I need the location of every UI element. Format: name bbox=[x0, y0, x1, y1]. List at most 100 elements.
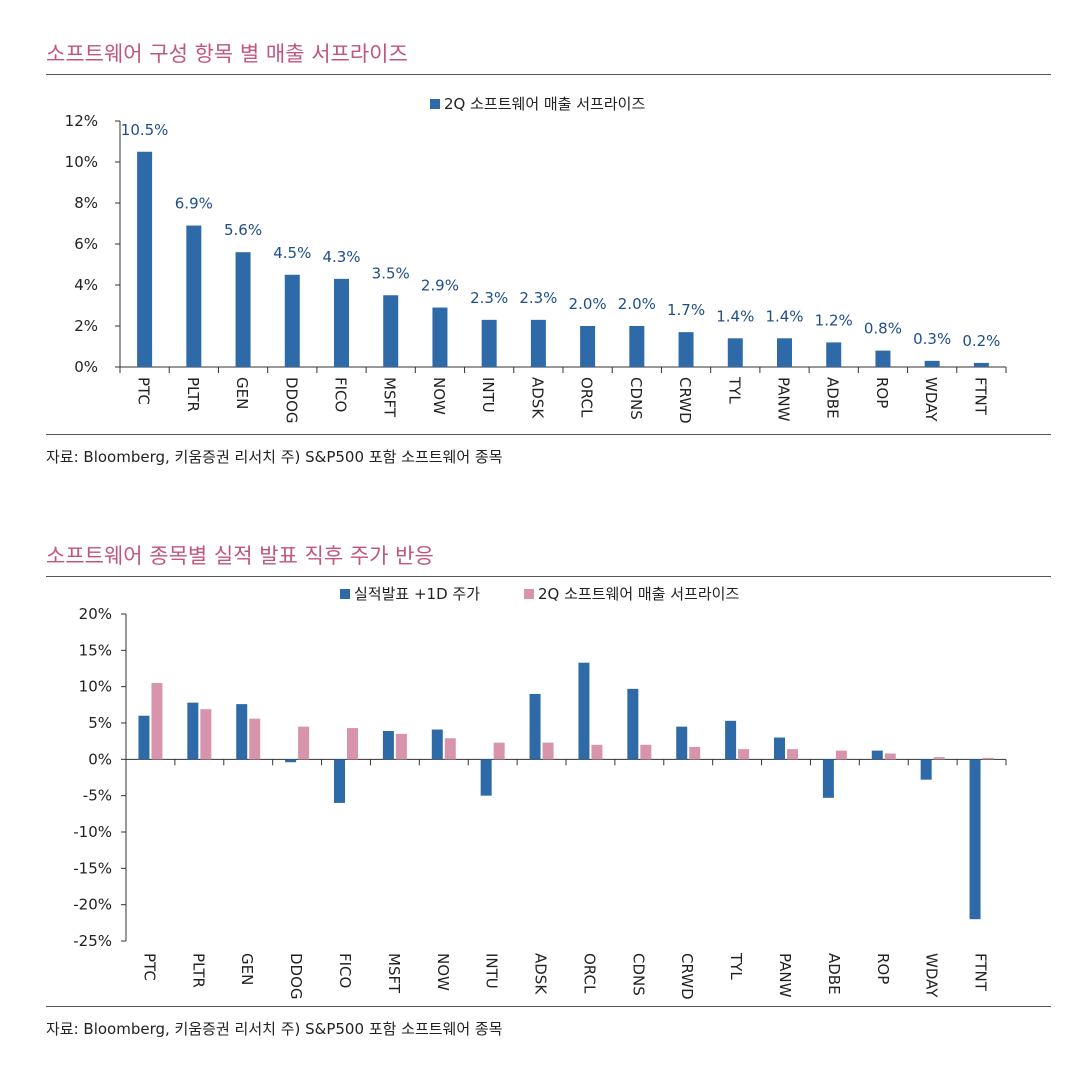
bar-panw-series1 bbox=[774, 737, 785, 760]
y-tick-label: -10% bbox=[73, 823, 112, 841]
bar-ddog bbox=[284, 274, 300, 367]
chart2-title: 소프트웨어 종목별 실적 발표 직후 주가 반응 bbox=[46, 544, 434, 568]
bar-ptc-series2 bbox=[151, 683, 163, 760]
category-label-rop: ROP bbox=[873, 377, 891, 408]
data-label-cdns: 2.0% bbox=[618, 295, 656, 313]
category-label-rop: ROP bbox=[874, 953, 892, 984]
bar-pltr-series2 bbox=[200, 709, 212, 760]
bar-ptc-series1 bbox=[138, 715, 150, 760]
y-tick-label: 5% bbox=[88, 714, 112, 732]
bar-cdns-series2 bbox=[640, 744, 652, 760]
bar-ptc bbox=[137, 151, 153, 367]
bar-fico bbox=[334, 278, 349, 367]
category-label-ptc: PTC bbox=[135, 377, 153, 405]
category-label-crwd: CRWD bbox=[678, 953, 696, 1000]
category-label-now: NOW bbox=[430, 377, 448, 415]
category-label-intu: INTU bbox=[483, 953, 501, 989]
y-tick-label: 20% bbox=[79, 605, 112, 623]
bar-adsk-series2 bbox=[542, 742, 554, 760]
bar-adsk-series1 bbox=[529, 693, 541, 760]
y-tick-label: 8% bbox=[74, 194, 98, 212]
data-label-orcl: 2.0% bbox=[569, 295, 607, 313]
category-label-adbe: ADBE bbox=[825, 953, 843, 995]
legend-label-series1: 실적발표 +1D 주가 bbox=[354, 585, 480, 603]
chart2-top-rule bbox=[46, 576, 1051, 577]
bar-now bbox=[432, 307, 448, 367]
category-label-wday: WDAY bbox=[923, 953, 941, 998]
data-label-adbe: 1.2% bbox=[815, 311, 853, 329]
category-label-gen: GEN bbox=[238, 953, 256, 985]
bar-ddog-series2 bbox=[298, 726, 310, 760]
bar-intu-series2 bbox=[493, 742, 505, 760]
category-label-msft: MSFT bbox=[381, 377, 399, 418]
y-tick-label: 10% bbox=[65, 153, 98, 171]
bar-pltr bbox=[186, 225, 202, 367]
data-label-panw: 1.4% bbox=[765, 307, 803, 325]
data-label-tyl: 1.4% bbox=[716, 307, 754, 325]
bar-gen bbox=[235, 252, 251, 367]
y-tick-label: 0% bbox=[88, 750, 112, 768]
data-label-intu: 2.3% bbox=[470, 289, 508, 307]
category-label-cdns: CDNS bbox=[629, 953, 647, 996]
bar-msft-series1 bbox=[382, 730, 394, 760]
y-tick-label: 12% bbox=[65, 112, 98, 130]
bar-orcl bbox=[580, 326, 596, 367]
bar-intu bbox=[481, 319, 497, 367]
bar-intu-series1 bbox=[480, 759, 492, 796]
chart1-bottom-rule bbox=[46, 434, 1051, 435]
y-tick-label: -15% bbox=[73, 859, 112, 877]
category-label-adsk: ADSK bbox=[532, 953, 550, 995]
bar-cdns-series1 bbox=[627, 688, 639, 760]
category-label-pltr: PLTR bbox=[189, 953, 207, 988]
bar-panw bbox=[777, 338, 792, 367]
category-label-orcl: ORCL bbox=[578, 377, 596, 418]
bar-pltr-series1 bbox=[187, 702, 199, 760]
bar-tyl bbox=[727, 338, 743, 367]
y-tick-label: 6% bbox=[74, 235, 98, 253]
category-label-msft: MSFT bbox=[385, 953, 403, 994]
data-label-ftnt: 0.2% bbox=[962, 332, 1000, 350]
data-label-now: 2.9% bbox=[421, 277, 459, 295]
category-label-now: NOW bbox=[434, 953, 452, 991]
bar-orcl-series2 bbox=[591, 744, 603, 760]
data-label-rop: 0.8% bbox=[864, 320, 902, 338]
legend-swatch-series1 bbox=[340, 589, 350, 599]
y-tick-label: 4% bbox=[74, 276, 98, 294]
category-label-orcl: ORCL bbox=[580, 953, 598, 994]
y-tick-label: -25% bbox=[73, 932, 112, 950]
category-label-crwd: CRWD bbox=[676, 377, 694, 424]
data-label-fico: 4.3% bbox=[322, 248, 360, 266]
category-label-gen: GEN bbox=[233, 377, 251, 409]
bar-ftnt-series2 bbox=[982, 757, 994, 760]
chart2-svg: 20% 15% 10% 5% 0% -5% -10% -15% -20% -25% PTC PLTR G… bbox=[73, 585, 1007, 1000]
bar-cdns bbox=[629, 326, 645, 367]
category-label-ftnt: FTNT bbox=[972, 953, 990, 992]
y-tick-label: -5% bbox=[83, 787, 112, 805]
data-label-wday: 0.3% bbox=[913, 330, 951, 348]
category-label-adbe: ADBE bbox=[824, 377, 842, 419]
category-label-ptc: PTC bbox=[140, 953, 158, 981]
category-label-panw: PANW bbox=[776, 953, 794, 998]
category-label-tyl: TYL bbox=[725, 376, 743, 404]
bar-panw-series2 bbox=[787, 749, 798, 760]
bar-wday-series2 bbox=[933, 757, 945, 760]
bar-crwd bbox=[678, 332, 694, 367]
category-label-ftnt: FTNT bbox=[971, 377, 989, 416]
bar-gen-series2 bbox=[249, 718, 261, 760]
bar-wday bbox=[924, 360, 940, 367]
category-label-intu: INTU bbox=[479, 377, 497, 413]
bar-fico-series2 bbox=[347, 728, 358, 760]
chart2-source: 자료: Bloomberg, 키움증권 리서치 주) S&P500 포함 소프트… bbox=[46, 1020, 503, 1038]
y-tick-label: -20% bbox=[73, 896, 112, 914]
category-label-ddog: DDOG bbox=[282, 377, 300, 424]
legend-label-series2: 2Q 소프트웨어 매출 서프라이즈 bbox=[538, 585, 739, 603]
bar-adbe bbox=[826, 342, 842, 367]
bar-ftnt bbox=[973, 362, 989, 367]
legend-swatch-series2 bbox=[524, 589, 534, 599]
category-label-fico: FICO bbox=[336, 953, 354, 988]
data-label-ddog: 4.5% bbox=[273, 244, 311, 262]
chart1-svg: 0% 2% 4% 6% 8% 10% 12% 10.5% PTC 6.9% PLTR 5.6% GEN 4… bbox=[65, 95, 1007, 424]
legend-label: 2Q 소프트웨어 매출 서프라이즈 bbox=[444, 95, 645, 113]
bar-ftnt-series1 bbox=[969, 759, 981, 920]
y-tick-label: 15% bbox=[79, 641, 112, 659]
